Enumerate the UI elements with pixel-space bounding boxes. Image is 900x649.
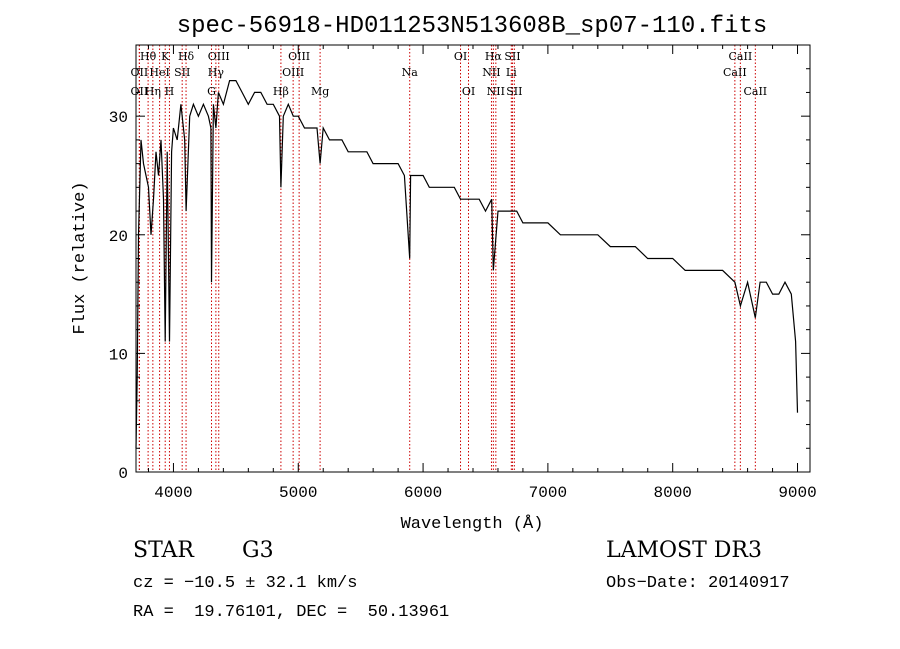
line-label-9: G xyxy=(207,85,216,98)
y-axis-label: Flux (relative) xyxy=(71,181,90,334)
line-label-14: OIII xyxy=(288,50,310,63)
x-tick-label-0: 4000 xyxy=(154,484,192,502)
line-label-3: Hη xyxy=(145,85,161,98)
line-label-12: Hβ xyxy=(273,85,289,98)
line-label-26: CaII xyxy=(729,50,753,63)
line-label-13: OIII xyxy=(282,66,304,79)
line-label-24: SII xyxy=(506,85,522,98)
y-tick-label-0: 0 xyxy=(118,465,128,483)
y-axis-ticks: 0 10 20 30 xyxy=(109,44,810,483)
spectral-line-labels: OIIHθOIIHηHeIKHSIIHδGHγOIIIHβOIIIOIIIMgN… xyxy=(131,50,768,98)
spectrum-line xyxy=(135,80,799,449)
object-class: STAR xyxy=(133,538,194,563)
y-tick-label-1: 10 xyxy=(109,346,128,364)
plot-frame xyxy=(135,44,811,473)
line-label-20: Hα xyxy=(485,50,503,63)
coordinates-text: RA = 19.76101, DEC = 50.13961 xyxy=(133,603,450,622)
line-label-0: OII xyxy=(131,66,149,79)
line-label-27: CaII xyxy=(743,85,767,98)
line-label-1: Hθ xyxy=(140,50,157,63)
x-axis-ticks: 4000 5000 6000 7000 8000 9000 xyxy=(147,45,817,502)
line-label-15: Mg xyxy=(311,85,329,98)
line-label-18: OI xyxy=(462,85,475,98)
observation-date: Obs−Date: 20140917 xyxy=(606,574,790,593)
line-label-25: CaII xyxy=(723,66,747,79)
line-label-7: SII xyxy=(174,66,190,79)
object-subclass: G3 xyxy=(242,538,274,563)
redshift-text: cz = −10.5 ± 32.1 km/s xyxy=(133,574,358,593)
line-label-8: Hδ xyxy=(178,50,195,63)
line-label-2: OII xyxy=(131,85,149,98)
x-tick-label-4: 8000 xyxy=(654,484,692,502)
line-label-23: SII xyxy=(504,50,520,63)
line-label-19: NII xyxy=(482,66,500,79)
line-label-17: OI xyxy=(454,50,467,63)
line-label-4: HeI xyxy=(149,66,169,79)
line-label-11: OIII xyxy=(208,50,230,63)
x-tick-label-5: 9000 xyxy=(778,484,816,502)
y-tick-label-3: 30 xyxy=(109,109,128,127)
y-tick-label-2: 20 xyxy=(109,228,128,246)
x-tick-label-1: 5000 xyxy=(279,484,317,502)
survey-name: LAMOST DR3 xyxy=(606,538,762,563)
chart-title: spec-56918-HD011253N513608B_sp07-110.fit… xyxy=(177,13,768,40)
x-tick-label-2: 6000 xyxy=(404,484,442,502)
x-axis-label: Wavelength (Å) xyxy=(401,515,544,534)
line-label-5: K xyxy=(161,50,170,63)
spectral-line-markers xyxy=(138,45,756,472)
line-label-21: NII xyxy=(487,85,505,98)
line-label-22: Li xyxy=(506,66,517,79)
line-label-10: Hγ xyxy=(208,66,225,79)
line-label-6: H xyxy=(165,85,175,98)
line-label-16: Na xyxy=(402,66,419,79)
x-tick-label-3: 7000 xyxy=(529,484,567,502)
